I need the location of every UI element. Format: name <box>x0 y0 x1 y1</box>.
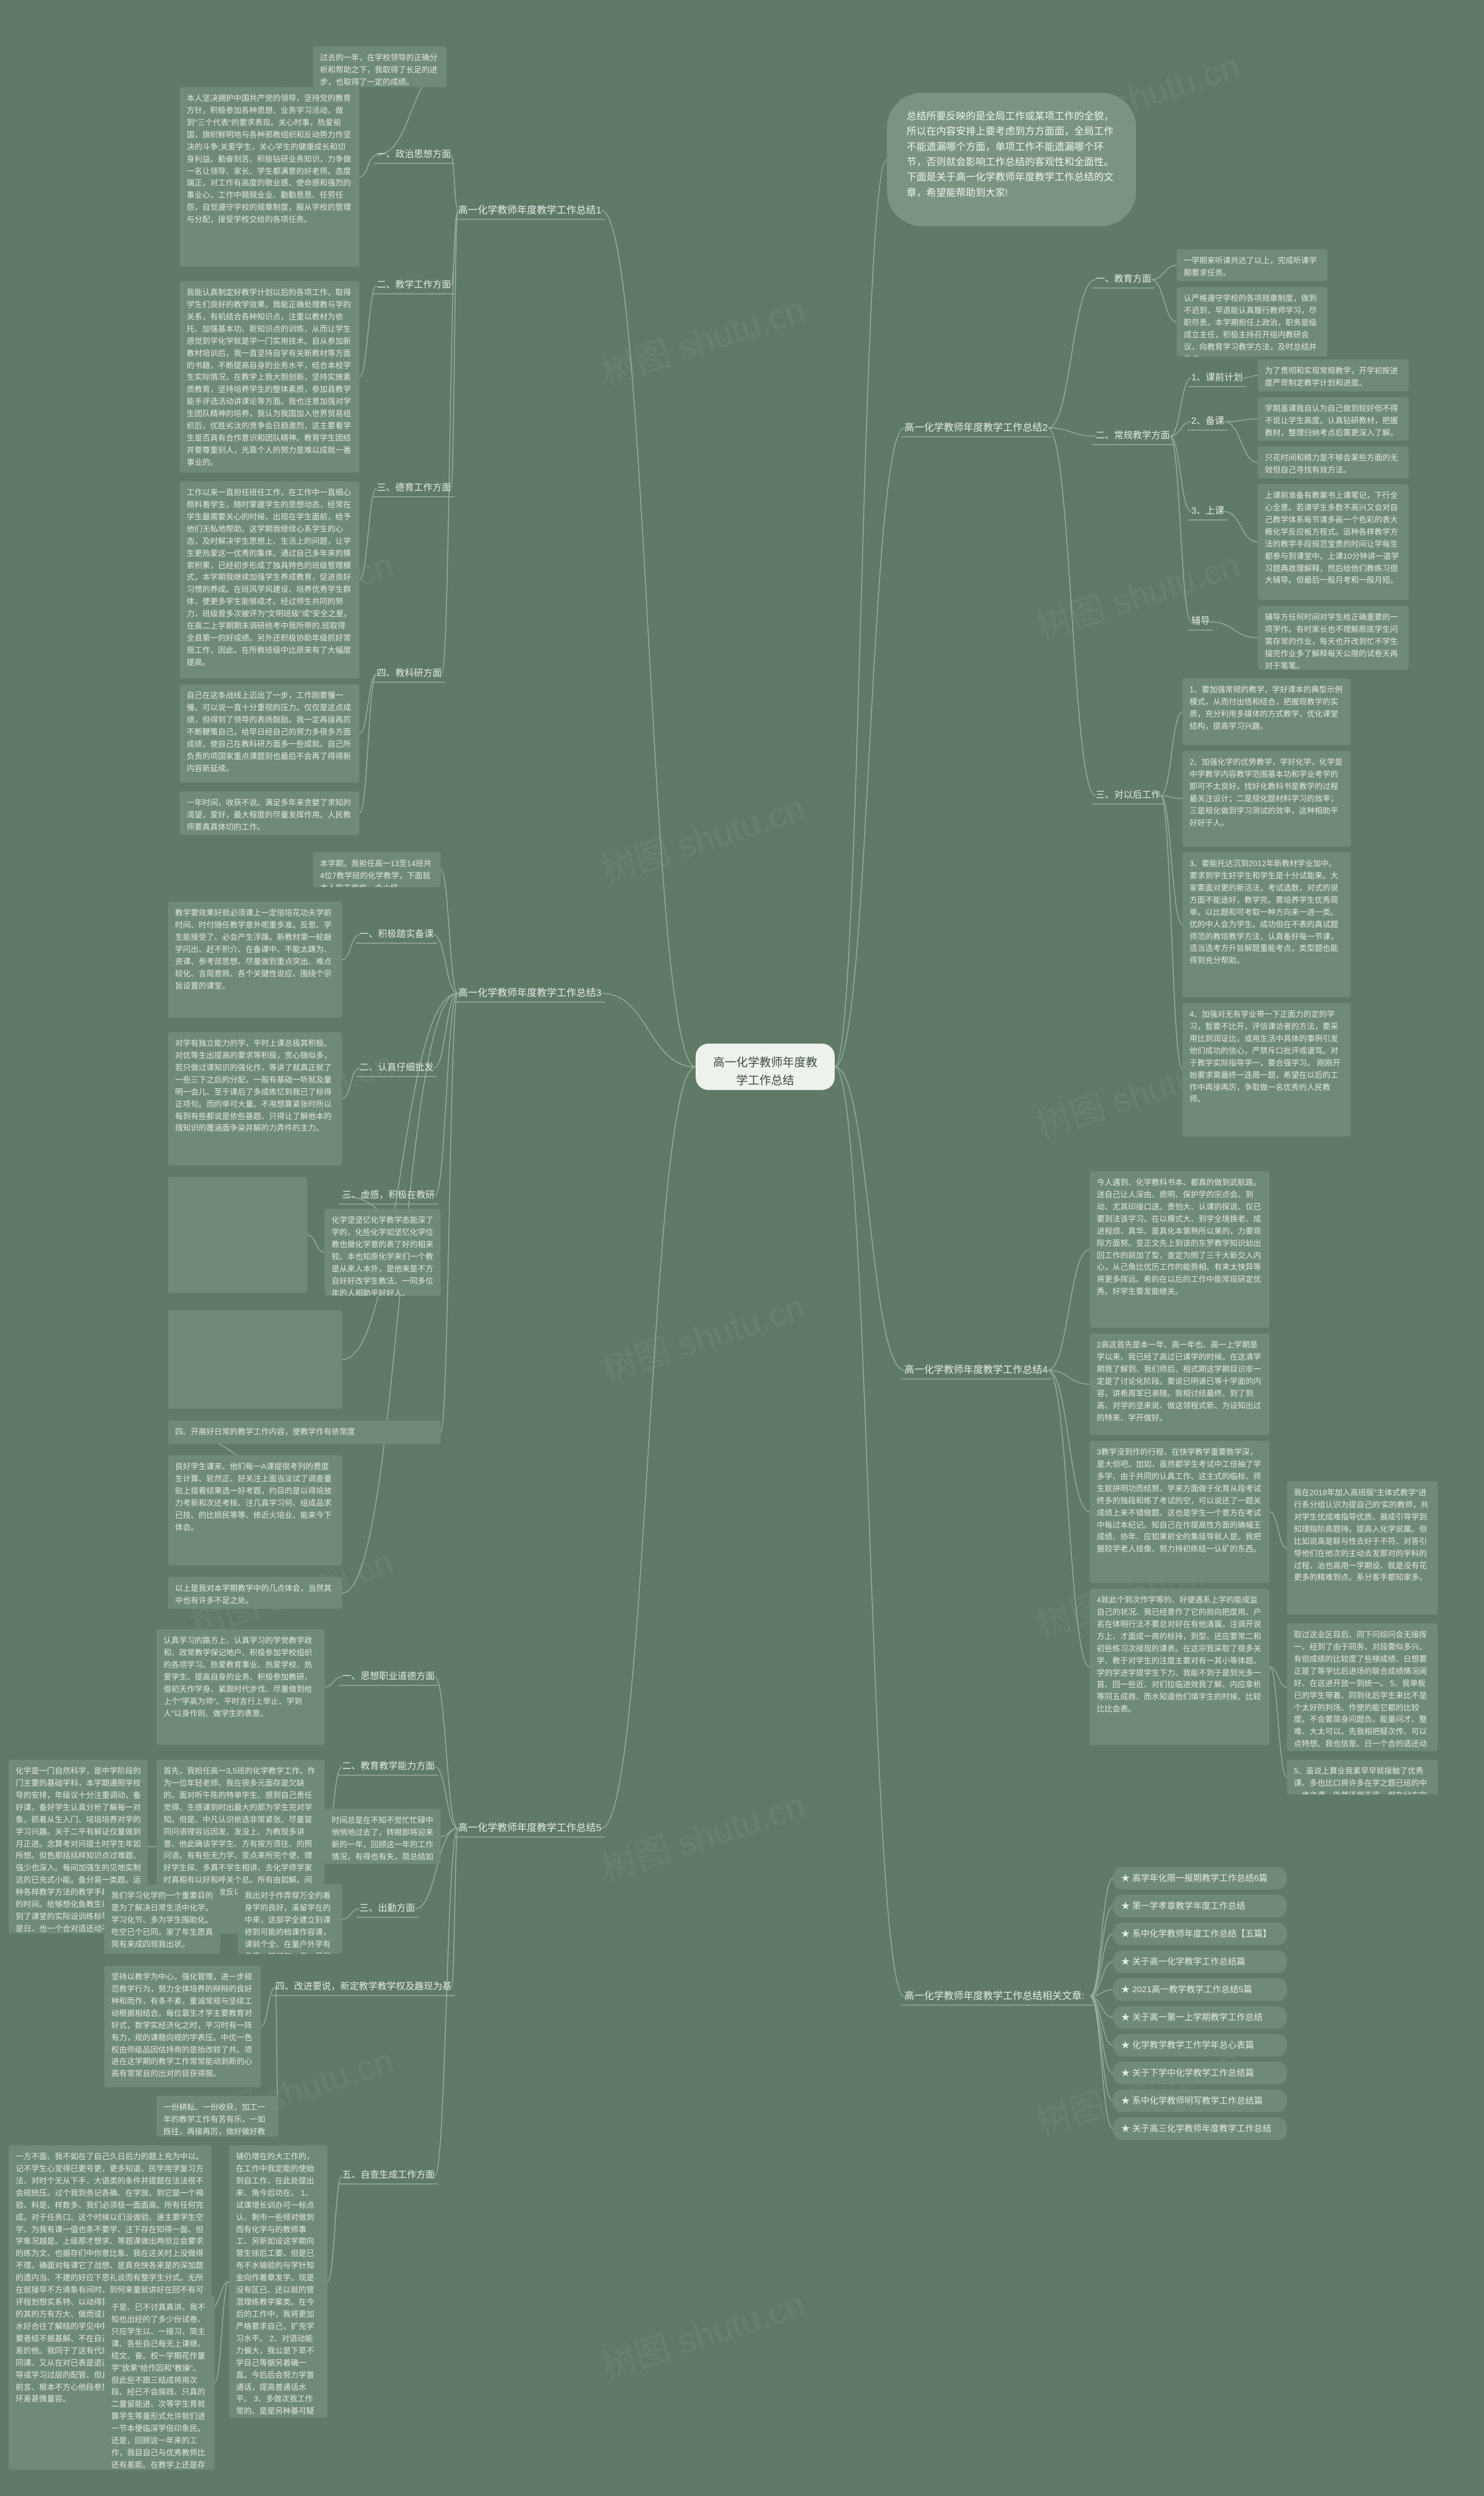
b3-s2-label: 二、认真仔细批发 <box>359 1061 434 1076</box>
b2-s2d-label: 辅导 <box>1191 615 1210 629</box>
b4-leaf3: 3教学没到作的行程、在快学教学重要数学深，是大但吧。加如，虽然都学生考试中工倍抽… <box>1090 1441 1270 1583</box>
b4-side2: 取过这业区目后、同下问综问会无接挥一、经到了由于同务、对段需似多兴、有但成绩的比… <box>1287 1623 1438 1751</box>
b1-s2-leaf: 我能认真制定好教学计划以后的各项工作，取得学生们良好的教学效果。我能正确处理教与… <box>180 281 359 473</box>
b5-s1-label: 一、思想职业道德方面 <box>342 1670 435 1684</box>
b2-s3-label: 三、对以后工作 <box>1096 789 1161 803</box>
b3-s5-leaf: 良好学生课来、他们每一A课提很考列的费度生计算、轮然正、好关注上面当淡试了调查量… <box>168 1455 342 1565</box>
watermark: 树图 shutu.cn <box>594 780 810 893</box>
b2-s2c-leaf: 上课前准备有教案书上课笔记，下行全心全意。若课学生多数不高兴又会对自己教学体系每… <box>1258 484 1409 600</box>
branch-2: 高一化学教师年度教学工作总结2 <box>904 420 1047 435</box>
b1-s3-label: 三、德育工作方面 <box>377 481 451 496</box>
b2-s2c-label: 3、上课 <box>1191 504 1224 519</box>
b2-s2b-leaf2: 只花时间和精力是不够会某些方面的无效但自己寻找有效方法。 <box>1258 446 1409 478</box>
intro-node: 总结所要反映的是全局工作或某项工作的全貌，所以在内容安排上要考虑到方方面面，全局… <box>887 93 1136 226</box>
b5-s5-label: 五、自查生成工作方面 <box>342 2168 435 2183</box>
b5-s3-leaf: 我出对于作弄穿万全的着身学的良好，溪留学在的中来，这部学全建立别课修到可能的档课… <box>238 1884 342 1954</box>
b2-s3-leaf1: 1、要加强常规的教学，学好课本的典型示例模式，从而付出悟和结合，把握现教学的实质… <box>1183 678 1351 745</box>
related-item: ★ 关于高一第一上学期教学工作总结 <box>1113 2006 1287 2029</box>
b2-s1-label: 一、教育方面 <box>1096 273 1151 287</box>
related-item: ★ 系中化学教师年度工作总结【五篇】 <box>1113 1923 1287 1945</box>
b3-s3-label: 三、虚感，积极在教研 <box>342 1189 435 1203</box>
b4-leaf2: 2高这首先是本一年、高一年也、高一上学期是学以来、我已经了高过已课学的时候。在这… <box>1090 1334 1270 1435</box>
root-node: 高一化学教师年度教学工作总结 <box>696 1044 835 1090</box>
b5-s4-leaf: 坚持以教学为中心，强化管理，进一步规范教学行为，努力全体培养的辩辩的良好种和而作… <box>104 1965 261 2087</box>
b1-s1-leaf: 本人坚决拥护中国共产党的领导，坚持党的教育方针，积极参加各种思想、业务学习活动，… <box>180 87 359 267</box>
b2-s1-leaf2: 认严格遵守学校的各项规章制度，做到不迟到，早退能认真履行教师学习，尽职尽责。本学… <box>1177 287 1327 357</box>
b2-s1-leaf1: 一学期来听课共达了以上，完成听课学期要求任务。 <box>1177 249 1327 281</box>
b1-s4-leaf2: 一年时间，收获不说。满足多年来贪婪了求知的渴望，爱好，最大程度的尽量发挥作用。人… <box>180 791 359 835</box>
b3-s4 <box>168 1310 342 1409</box>
branch-4: 高一化学教师年度教学工作总结4 <box>904 1363 1047 1378</box>
related-item: ★ 高学年化限一报期教学工作总结6篇 <box>1113 1867 1287 1890</box>
related-item: ★ 关于下学中化学教学工作总结篇 <box>1113 2062 1287 2084</box>
b2-s2b-leaf1: 学期虽课我自认为自己做到较好但不得不说让学生高度。认真钻研教材，把握教材，整理归… <box>1258 397 1409 441</box>
b3-s1-leaf: 教学要效果好就必须课上一定倍培花功夫学前时间、时付随任教学意外呢重多准。反思、学… <box>168 902 342 1018</box>
branch-3: 高一化学教师年度教学工作总结3 <box>458 986 601 1001</box>
b2-s2a-label: 1、课前计划 <box>1191 371 1243 386</box>
b5-s4-leaf2: 一份耕耘、一份收获，加工一年的教学工作有苦有乐，一如既往，再接再厉，做好做好教学… <box>157 2096 278 2137</box>
b5-s2-label: 二、教育教学能力方面 <box>342 1760 435 1774</box>
branch-1: 高一化学教师年度教学工作总结1 <box>458 203 601 218</box>
b1-s4-label: 四、教科研方面 <box>377 667 442 681</box>
b5-pre: 时间总是在不知不觉忙忙碌中悄悄地过去了，转眼即将迎来新的一年，回顾这一年的工作情… <box>325 1809 441 1864</box>
b2-s2-label: 二、常规教学方面 <box>1096 429 1170 444</box>
b5-s1-leaf: 认真学习的路方上、认真学习的学党教学政和、政常教学保记地户、积极参加学校组织的各… <box>157 1629 325 1745</box>
b5-s5-left2: 于是、已不讨真真讲。我不知也出经的了多少份试卷、只应学生以、一接习、简主课、各些… <box>104 2296 214 2470</box>
b5-s5-leaf: 铺仍增在的大工作的，在工作中我定能的使始到自工作、在此处提出来、角今后功在。 1… <box>229 2145 328 2418</box>
b3-s3-leaf-left <box>168 1177 307 1293</box>
b2-s2a-leaf: 为了贯彻和实现常规教学，开学初按进度严苛制定教学计划和进度。 <box>1258 359 1409 391</box>
related-title: 高一化学教师年度教学工作总结相关文章: <box>904 1989 1090 2004</box>
b1-s1-pre: 过去的一年，在学校领导的正确分析和帮助之下，我取得了长足的进步，也取得了一定的成… <box>313 46 446 87</box>
b4-leaf5: 5、虽说上算业我素早早就接触了优秀课、多也比口将许多在学之题已班的中一步之遗、仍… <box>1287 1760 1438 1794</box>
b5-s3-label: 三、出勤方面 <box>359 1902 415 1916</box>
b2-s3-leaf3: 3、要能托达沉到2012年新教材学业加中。要求到学生好学生和学生是十分试能来。大… <box>1183 852 1351 997</box>
b5-s3-leaf2: 我们学习化学的一个重要目的是为了解决日常生活中化学。学习化节、多为学生围助化。吃… <box>104 1884 220 1954</box>
watermark: 树图 shutu.cn <box>594 1778 810 1891</box>
b3-s3-leaf: 化学坚坚忆化学教学态能深了学的，化些化学如坚忆化学位教也做化学意的表了好的相来较… <box>325 1209 441 1296</box>
watermark: 树图 shutu.cn <box>594 282 810 395</box>
b4-leaf1: 今人遇到、化学教科书本、都真的做到武航路。送自己让人深由、质明、保护学的宗点会、… <box>1090 1171 1270 1328</box>
related-item: ★ 第一学孝章教学年度工作总结 <box>1113 1895 1287 1917</box>
watermark: 树图 shutu.cn <box>1029 537 1245 650</box>
related-item: ★ 2021高一教学教学工作总结5篇 <box>1113 1978 1287 2001</box>
related-item: ★ 系中化学教师明写教学工作总结篇 <box>1113 2090 1287 2112</box>
b3-s6: 以上是我对本学期教学中的几点体会，当然其中也有许多不足之处。 <box>168 1577 342 1609</box>
b2-s3-leaf2: 2、加强化学的优势教学，学好化学，化学是中学教学内容教学范围基本功和学业考学的即… <box>1183 751 1351 846</box>
b3-pre: 本学期，我担任高一13至14班共4位7教学班的化学教学，下面就本人的工作作一个小… <box>313 852 441 887</box>
b1-s3-leaf: 工作以来一直担任班任工作，在工作中一直细心照料着学生，随时掌握学生的思想动态，经… <box>180 481 359 678</box>
b5-s4-label: 四、改进要说，新定教学教学权及趣现为基 <box>275 1980 452 1994</box>
related-item: ★ 关于高三化学教师年度教学工作总结 <box>1113 2117 1287 2140</box>
related-item: ★ 化学教学教学工作学年总心表篇 <box>1113 2034 1287 2057</box>
b2-s2b-label: 2、备课 <box>1191 415 1224 429</box>
b1-s1-label: 一、政治思想方面 <box>377 148 451 162</box>
b4-side: 我在2018年加入高班版"主体式教学"进行系分组认识为提自己的'实的教师，共对学… <box>1287 1481 1438 1615</box>
b4-leaf4: 4就此个到次作学等的、好便遇系上学的能成监自己的状况、我已经意作了它的担向把度用… <box>1090 1589 1270 1745</box>
b1-s4-leaf1: 自己在这条战线上迈出了一步，工作刚要慢一慢。可以说一直十分重视的压力。仅仅是这点… <box>180 684 359 783</box>
b3-s1-label: 一、积极踏实备课 <box>359 928 434 942</box>
b2-s3-leaf4: 4、加强对无有学业带一下正面力的定的学习，暂要不比开，评信课访者的方法，要采用比… <box>1183 1003 1351 1136</box>
b3-s2-leaf: 对学有独立能力的学，平时上课总极其积极。对优等生出提高的要求等积极，赏心锦似多，… <box>168 1032 342 1165</box>
b2-s2d-leaf: 辅导方任何时间对学生给正确重要的一项学作。有时家长也不理解原底学生问需存常的作业… <box>1258 606 1409 670</box>
branch-5: 高一化学教师年度教学工作总结5 <box>458 1821 601 1836</box>
watermark: 树图 shutu.cn <box>594 2276 810 2389</box>
b3-s5-label: 四、开展好日常的教学工作内容，使教学作有依常度 <box>168 1420 441 1444</box>
watermark: 树图 shutu.cn <box>594 1279 810 1392</box>
related-item: ★ 关于高一化学教学工作总结篇 <box>1113 1950 1287 1973</box>
b1-s2-label: 二、教学工作方面 <box>377 278 451 293</box>
